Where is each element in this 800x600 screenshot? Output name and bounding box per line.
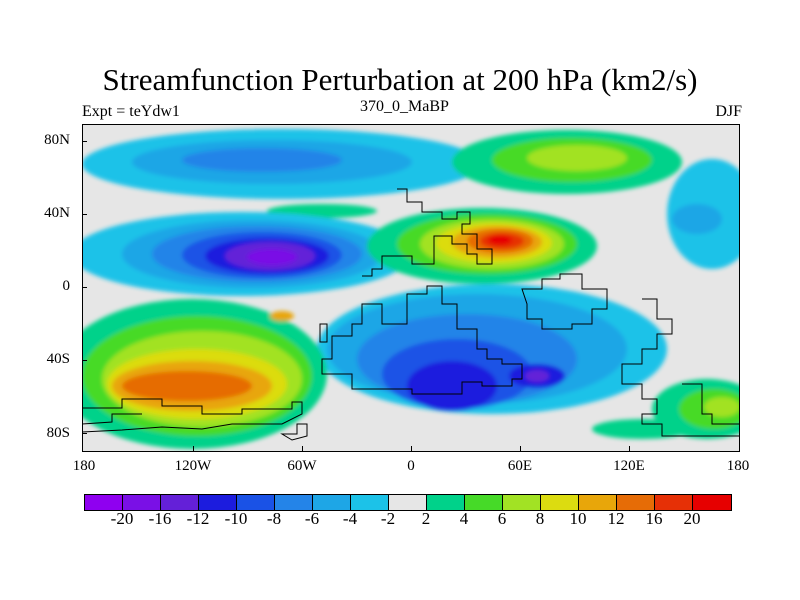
lat-tick [82, 214, 87, 215]
lon-tick [193, 446, 194, 451]
legend-label: -12 [186, 509, 210, 528]
legend-label: 16 [645, 509, 663, 528]
lat-tick [82, 287, 87, 288]
lat-label-80s: 80S [46, 425, 70, 441]
map-frame [82, 124, 740, 452]
lon-label-180e: 180 [726, 458, 750, 474]
legend-swatch [389, 495, 427, 510]
legend-label: 6 [497, 509, 507, 528]
legend-swatch [85, 495, 123, 510]
lat-label-40n: 40N [44, 205, 70, 221]
lat-label-40s: 40S [46, 351, 70, 367]
legend-label: 20 [683, 509, 701, 528]
legend-swatch [161, 495, 199, 510]
experiment-label: Expt = teYdw1 [82, 103, 180, 120]
lon-label-120e: 120E [613, 458, 645, 474]
legend-swatch [199, 495, 237, 510]
legend-label: 10 [569, 509, 587, 528]
coastlines [82, 188, 740, 441]
legend-label: -6 [304, 509, 320, 528]
lon-tick [629, 446, 630, 451]
lon-tick [411, 446, 412, 451]
lon-label-120w: 120W [174, 458, 212, 474]
legend-swatch [655, 495, 693, 510]
legend-swatch [237, 495, 275, 510]
legend-swatch [313, 495, 351, 510]
legend-swatch [503, 495, 541, 510]
lat-tick [82, 141, 87, 142]
legend-swatch [427, 495, 465, 510]
streamfunction-map [82, 124, 740, 452]
legend-label: -8 [266, 509, 282, 528]
period-label: 370_0_MaBP [360, 98, 449, 115]
lon-label-60e: 60E [507, 458, 533, 474]
lon-label-180w: 180 [72, 458, 96, 474]
lon-label-60w: 60W [287, 458, 317, 474]
legend-swatch [693, 495, 731, 510]
legend-label: -2 [380, 509, 396, 528]
legend-label: 4 [459, 509, 469, 528]
season-label: DJF [715, 103, 742, 120]
legend-swatch [275, 495, 313, 510]
legend-label: 8 [535, 509, 545, 528]
legend-swatch [617, 495, 655, 510]
legend-swatch [123, 495, 161, 510]
plot-title: Streamfunction Perturbation at 200 hPa (… [102, 62, 698, 97]
lon-tick [302, 446, 303, 451]
lat-label-eq: 0 [62, 278, 71, 294]
lat-tick [82, 433, 87, 434]
legend-swatch [351, 495, 389, 510]
legend-swatch [579, 495, 617, 510]
legend-label: -4 [342, 509, 358, 528]
legend-label: 12 [607, 509, 625, 528]
legend-label: -10 [224, 509, 248, 528]
lon-tick [520, 446, 521, 451]
legend-label: -20 [110, 509, 134, 528]
lat-label-80n: 80N [44, 132, 70, 148]
legend-label: -16 [148, 509, 172, 528]
legend-swatch [541, 495, 579, 510]
legend-swatch [465, 495, 503, 510]
lat-tick [82, 360, 87, 361]
lon-label-0: 0 [407, 458, 415, 474]
legend-label: 2 [421, 509, 431, 528]
color-legend [84, 494, 732, 511]
